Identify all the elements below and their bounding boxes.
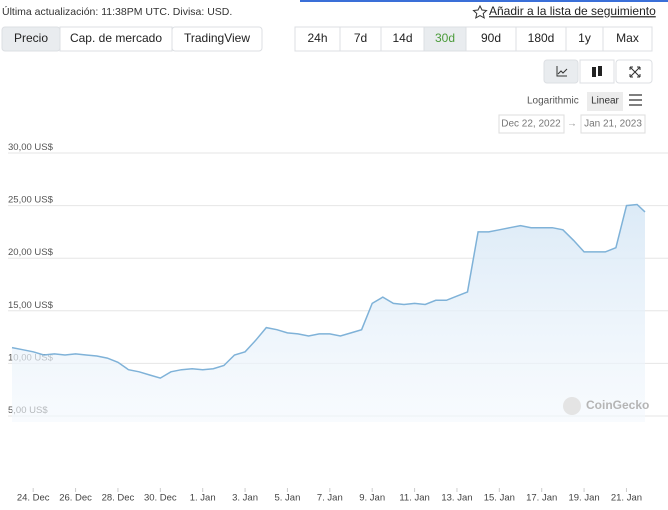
x-tick-label: 17. Jan	[526, 493, 557, 504]
range-label[interactable]: 180d	[528, 31, 555, 45]
y-tick-label: 20,00 US$	[8, 247, 54, 258]
x-tick-label: 21. Jan	[611, 493, 642, 504]
watermark: CoinGecko	[586, 398, 649, 412]
tab-label[interactable]: Cap. de mercado	[70, 31, 162, 45]
tab-label[interactable]: TradingView	[184, 31, 250, 45]
tab-button[interactable]	[171, 26, 263, 52]
range-label[interactable]: 14d	[392, 31, 412, 45]
expand-icon	[629, 66, 641, 78]
x-tick-label: 19. Jan	[568, 493, 599, 504]
x-tick-label: 3. Jan	[232, 493, 258, 504]
range-button[interactable]	[423, 26, 467, 52]
x-tick-label: 28. Dec	[102, 493, 135, 504]
chart-type-group	[543, 59, 653, 84]
date-from[interactable]: Dec 22, 2022	[501, 119, 561, 130]
range-label[interactable]: 24h	[307, 31, 327, 45]
date-separator: →	[567, 119, 577, 130]
range-group: 24h 7d 14d 30d 90d 180d 1y Max	[294, 26, 653, 52]
watermark-logo	[563, 397, 581, 415]
date-input[interactable]	[498, 114, 565, 134]
price-area	[12, 204, 645, 422]
date-input[interactable]	[580, 114, 646, 134]
y-tick-label: 25,00 US$	[8, 195, 54, 206]
range-label[interactable]: 30d	[435, 31, 455, 45]
x-tick-label: 5. Jan	[275, 493, 301, 504]
range-label[interactable]: 90d	[481, 31, 501, 45]
tab-group: Precio Cap. de mercado TradingView	[1, 26, 263, 52]
y-tick-label: 15,00 US$	[8, 300, 54, 311]
x-tick-label: 13. Jan	[441, 493, 472, 504]
candle-chart-button[interactable]	[579, 59, 615, 84]
range-button[interactable]	[515, 26, 567, 52]
star-icon[interactable]	[472, 4, 488, 19]
tab-label[interactable]: Precio	[14, 31, 48, 45]
scale-option[interactable]: Linear	[591, 96, 619, 107]
range-label[interactable]: 1y	[578, 31, 591, 45]
plot: 5,00 US$10,00 US$15,00 US$20,00 US$25,00…	[8, 142, 668, 504]
x-tick-label: 24. Dec	[17, 493, 50, 504]
x-tick-label: 11. Jan	[399, 493, 429, 504]
line-icon	[556, 66, 568, 77]
range-button[interactable]	[602, 26, 653, 52]
range-button[interactable]	[565, 26, 604, 52]
x-tick-label: 1. Jan	[190, 493, 216, 504]
top-bar	[300, 0, 668, 2]
range-label[interactable]: Max	[616, 31, 639, 45]
x-tick-label: 30. Dec	[144, 493, 177, 504]
x-tick-label: 15. Jan	[484, 493, 515, 504]
x-tick-label: 26. Dec	[59, 493, 92, 504]
watchlist-link[interactable]: Añadir a la lista de seguimiento	[489, 4, 656, 18]
update-info: Última actualización: 11:38PM UTC. Divis…	[2, 5, 232, 18]
menu-icon[interactable]	[629, 94, 642, 106]
range-button[interactable]	[380, 26, 425, 52]
date-to[interactable]: Jan 21, 2023	[584, 119, 642, 130]
range-label[interactable]: 7d	[354, 31, 367, 45]
price-line	[11, 203, 646, 379]
y-tick-label: 30,00 US$	[8, 142, 54, 153]
candle-icon	[592, 66, 602, 77]
range-button[interactable]	[465, 26, 517, 52]
x-tick-label: 7. Jan	[317, 493, 343, 504]
tab-button[interactable]	[59, 26, 173, 52]
scale-selected[interactable]	[587, 92, 623, 111]
scale-option[interactable]: Logarithmic	[527, 96, 579, 107]
x-tick-label: 9. Jan	[359, 493, 385, 504]
